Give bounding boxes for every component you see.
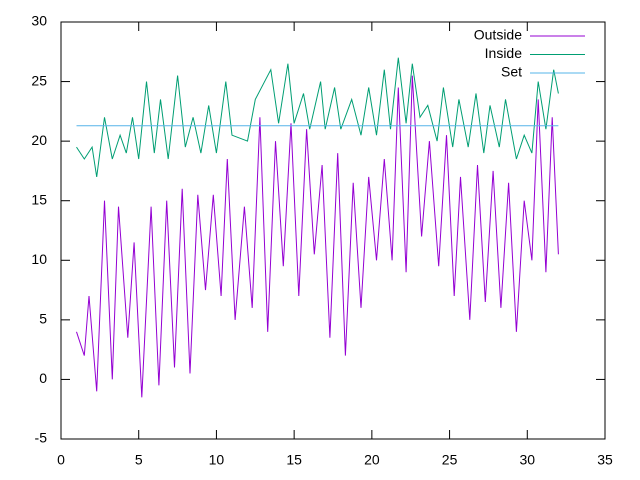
x-tick-label: 30	[519, 452, 535, 468]
x-tick-label: 20	[364, 452, 380, 468]
y-tick-label: 15	[31, 191, 47, 207]
y-tick-label: 25	[31, 72, 47, 88]
y-tick-label: 10	[31, 251, 47, 267]
y-tick-label: 5	[39, 311, 47, 327]
x-tick-label: 25	[442, 452, 458, 468]
plot-border	[60, 21, 606, 440]
x-tick-label: 0	[57, 452, 65, 468]
x-tick-label: 15	[286, 452, 302, 468]
x-tick-label: 10	[209, 452, 225, 468]
series-line	[76, 75, 559, 398]
y-tick-label: 0	[39, 370, 47, 386]
x-tick-label: 35	[597, 452, 613, 468]
legend-label: Inside	[485, 45, 523, 61]
y-tick-label: 30	[31, 13, 47, 29]
x-tick-label: 5	[135, 452, 143, 468]
y-tick-label: 20	[31, 132, 47, 148]
legend-label: Outside	[474, 27, 522, 43]
legend-label: Set	[501, 64, 522, 80]
y-tick-label: -5	[35, 430, 48, 446]
series-line	[76, 57, 559, 177]
